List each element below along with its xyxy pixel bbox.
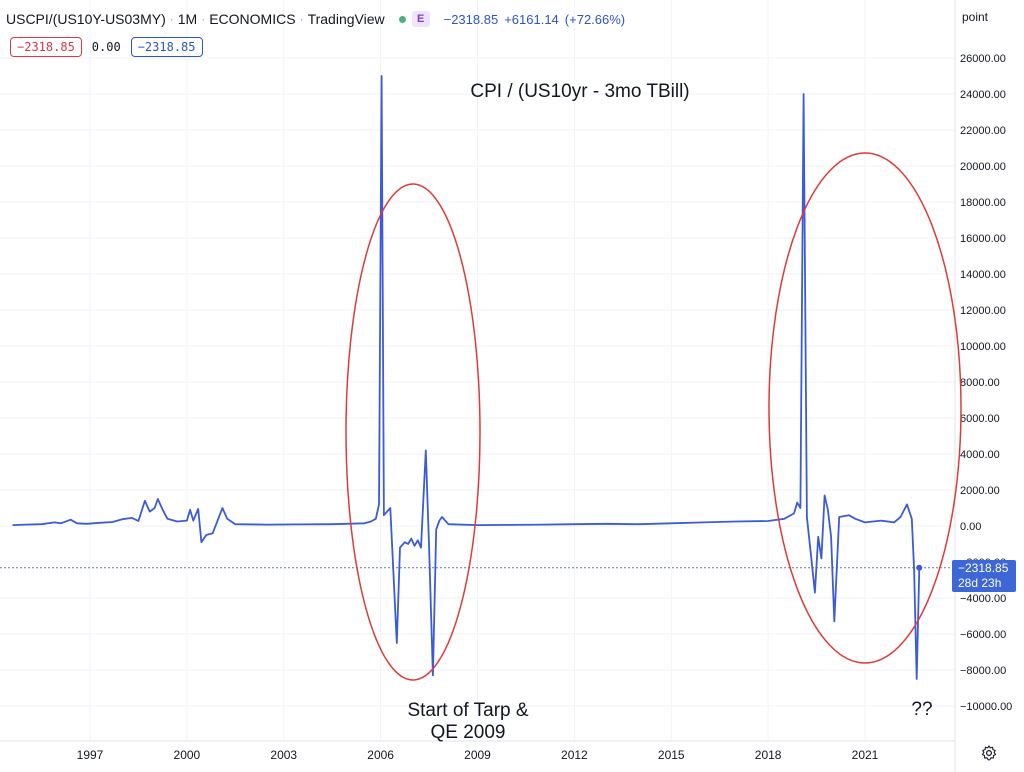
- y-tick-label: −4000.00: [960, 593, 1006, 605]
- bar-countdown: 28d 23h: [958, 576, 1002, 590]
- y-tick-label: 16000.00: [960, 233, 1006, 245]
- x-tick-label: 1997: [77, 748, 104, 762]
- y-tick-label: −6000.00: [960, 629, 1006, 641]
- time-axis[interactable]: 1997 2000 2003 2006 2009 2012 2015 2018 2021: [77, 748, 879, 762]
- y-tick-label: 14000.00: [960, 269, 1006, 281]
- x-tick-label: 2006: [367, 748, 394, 762]
- tarp-annotation-line1: Start of Tarp &: [407, 700, 529, 721]
- x-tick-label: 2012: [561, 748, 588, 762]
- interval-label: 1M: [177, 11, 198, 27]
- legend-values: −2318.85 +6161.14 (+72.66%): [444, 12, 632, 27]
- x-tick-label: 2021: [852, 748, 879, 762]
- legend-last-value: −2318.85: [443, 11, 499, 27]
- indicator-values-row: −2318.85 0.00 −2318.85: [10, 37, 203, 57]
- value-zero: 0.00: [91, 40, 121, 54]
- y-tick-label: −8000.00: [960, 665, 1006, 677]
- legend-separator: ·: [201, 12, 206, 26]
- gear-icon[interactable]: [980, 744, 998, 762]
- legend-separator: ·: [169, 12, 174, 26]
- series-line: [12, 75, 921, 680]
- legend-change-percent: (+72.66%): [564, 11, 626, 27]
- source-label: ECONOMICS: [209, 11, 296, 27]
- legend-separator: ·: [299, 12, 304, 26]
- y-tick-label: 20000.00: [960, 161, 1006, 173]
- ellipse-2019-annotation[interactable]: [768, 152, 962, 664]
- value-box-red: −2318.85: [10, 37, 82, 57]
- y-tick-label: 22000.00: [960, 125, 1006, 137]
- ellipse-2008-annotation[interactable]: [345, 183, 481, 681]
- economic-data-badge[interactable]: E: [411, 11, 430, 27]
- symbol-name[interactable]: USCPI/(US10Y-US03MY): [6, 11, 166, 27]
- x-tick-label: 2000: [174, 748, 201, 762]
- x-tick-label: 2015: [658, 748, 685, 762]
- value-box-blue: −2318.85: [130, 37, 203, 57]
- y-tick-label: 6000.00: [960, 413, 1000, 425]
- x-tick-label: 2018: [755, 748, 782, 762]
- market-status-icon[interactable]: [398, 15, 406, 23]
- grid-lines: [0, 0, 955, 741]
- last-value-marker: [916, 564, 923, 571]
- x-tick-label: 2003: [270, 748, 297, 762]
- price-axis[interactable]: 26000.00 24000.00 22000.00 20000.00 18000.00…: [960, 53, 1012, 713]
- y-tick-label: −10000.00: [960, 701, 1012, 713]
- legend-change: +6161.14: [504, 11, 559, 27]
- y-tick-label: 8000.00: [960, 377, 1000, 389]
- y-tick-label: 24000.00: [960, 89, 1006, 101]
- x-tick-label: 2009: [464, 748, 491, 762]
- provider-label: TradingView: [307, 11, 385, 27]
- last-price-tag: −2318.85 28d 23h: [952, 560, 1016, 592]
- y-tick-label: 18000.00: [960, 197, 1006, 209]
- y-tick-label: 26000.00: [960, 53, 1006, 65]
- y-tick-label: 0.00: [960, 521, 981, 533]
- y-tick-label: 4000.00: [960, 449, 1000, 461]
- y-tick-label: 10000.00: [960, 341, 1006, 353]
- symbol-legend[interactable]: USCPI/(US10Y-US03MY) · 1M · ECONOMICS · …: [6, 9, 631, 29]
- y-tick-label: 12000.00: [960, 305, 1006, 317]
- price-unit-label: point: [961, 10, 988, 24]
- last-price-tag-value: −2318.85: [958, 561, 1009, 575]
- y-tick-label: 2000.00: [960, 485, 1000, 497]
- tarp-annotation[interactable]: Start of Tarp & QE 2009: [388, 700, 548, 744]
- chart-title-annotation[interactable]: CPI / (US10yr - 3mo TBill): [470, 81, 690, 102]
- question-annotation[interactable]: ??: [911, 699, 933, 720]
- tarp-annotation-line2: QE 2009: [430, 722, 506, 743]
